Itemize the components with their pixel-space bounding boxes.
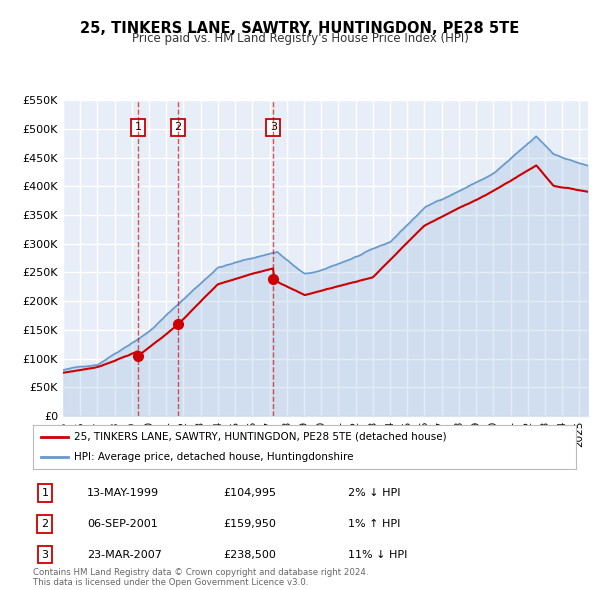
Text: £238,500: £238,500 [223, 549, 276, 559]
Text: 25, TINKERS LANE, SAWTRY, HUNTINGDON, PE28 5TE: 25, TINKERS LANE, SAWTRY, HUNTINGDON, PE… [80, 21, 520, 35]
Text: Price paid vs. HM Land Registry's House Price Index (HPI): Price paid vs. HM Land Registry's House … [131, 32, 469, 45]
Text: 1% ↑ HPI: 1% ↑ HPI [348, 519, 400, 529]
Text: 1: 1 [41, 488, 49, 498]
Text: 11% ↓ HPI: 11% ↓ HPI [348, 549, 407, 559]
Text: £159,950: £159,950 [223, 519, 276, 529]
Text: HPI: Average price, detached house, Huntingdonshire: HPI: Average price, detached house, Hunt… [74, 452, 353, 462]
Text: 2: 2 [41, 519, 49, 529]
Text: 3: 3 [41, 549, 49, 559]
Text: 13-MAY-1999: 13-MAY-1999 [88, 488, 160, 498]
Text: 06-SEP-2001: 06-SEP-2001 [88, 519, 158, 529]
Text: 3: 3 [270, 122, 277, 132]
Text: 23-MAR-2007: 23-MAR-2007 [88, 549, 162, 559]
Text: £104,995: £104,995 [223, 488, 276, 498]
Text: 2: 2 [175, 122, 182, 132]
Text: Contains HM Land Registry data © Crown copyright and database right 2024.
This d: Contains HM Land Registry data © Crown c… [33, 568, 368, 587]
Text: 1: 1 [135, 122, 142, 132]
Text: 2% ↓ HPI: 2% ↓ HPI [348, 488, 400, 498]
Text: 25, TINKERS LANE, SAWTRY, HUNTINGDON, PE28 5TE (detached house): 25, TINKERS LANE, SAWTRY, HUNTINGDON, PE… [74, 432, 446, 442]
